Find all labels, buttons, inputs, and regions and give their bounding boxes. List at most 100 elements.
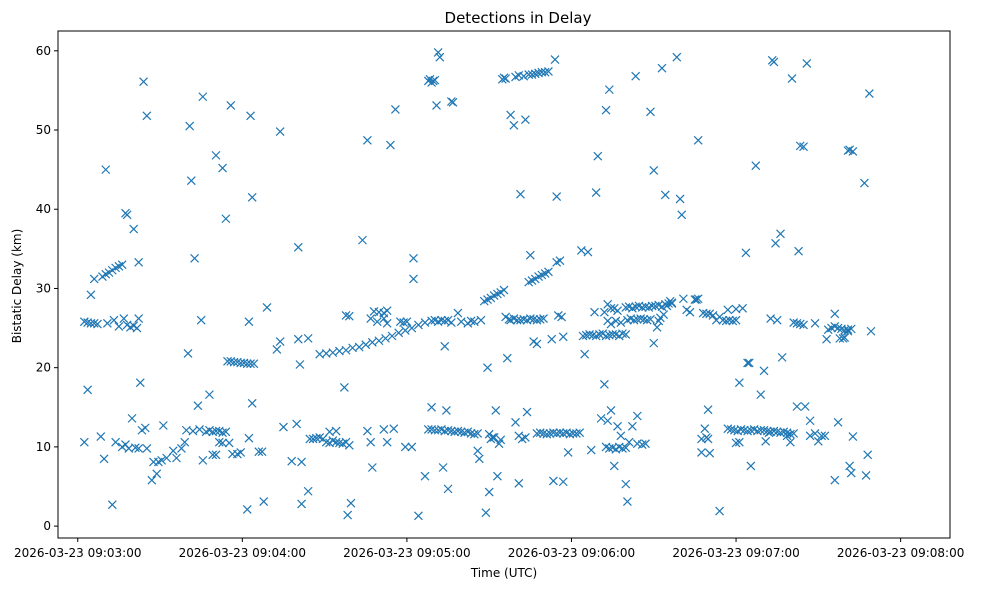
data-point [453, 308, 463, 318]
data-point [751, 161, 761, 171]
data-point [631, 71, 641, 81]
data-point [578, 331, 588, 341]
data-point [331, 437, 341, 447]
data-point [142, 444, 152, 453]
data-point [446, 426, 456, 436]
data-point [139, 77, 149, 87]
data-point [469, 317, 479, 327]
data-point [506, 110, 516, 120]
data-point [845, 461, 855, 471]
data-point [516, 189, 525, 199]
data-point [583, 247, 593, 257]
data-point [157, 455, 167, 465]
data-point [756, 390, 766, 400]
data-point [293, 242, 303, 252]
plot-area [79, 47, 876, 521]
data-point [616, 431, 626, 441]
data-point [430, 75, 440, 85]
data-point [759, 366, 769, 376]
data-point [769, 57, 779, 67]
data-point [409, 253, 418, 263]
data-point [195, 425, 204, 434]
data-point [590, 307, 599, 317]
data-point [367, 463, 377, 472]
data-point [646, 314, 655, 324]
data-point [769, 426, 779, 436]
data-point [525, 250, 535, 260]
plot-frame [57, 30, 951, 539]
data-point [279, 422, 288, 432]
data-point [341, 310, 351, 320]
x-axis: 2026-03-23 09:03:00 2026-03-23 09:04:00 20… [14, 538, 964, 560]
data-point [697, 434, 706, 444]
data-point [221, 214, 231, 224]
data-point [140, 423, 150, 433]
data-point [776, 428, 785, 438]
data-point [738, 303, 748, 313]
data-point [662, 301, 672, 311]
data-point [443, 425, 453, 435]
data-point [866, 326, 876, 336]
data-point [657, 63, 667, 73]
data-point [649, 338, 659, 348]
data-point [794, 246, 804, 256]
data-point [492, 471, 502, 481]
data-point [446, 97, 456, 106]
data-point [580, 349, 590, 359]
data-point [830, 309, 840, 319]
data-point [344, 440, 354, 450]
data-point [703, 434, 713, 444]
data-point [810, 318, 820, 328]
data-point [107, 500, 117, 510]
data-point [520, 432, 530, 442]
data-point [437, 315, 446, 325]
data-point [555, 256, 565, 266]
data-point [158, 421, 168, 430]
data-point [262, 303, 272, 312]
data-point [606, 303, 616, 313]
data-point [621, 479, 631, 489]
data-point [218, 428, 227, 438]
data-point [292, 419, 302, 429]
data-point [432, 101, 441, 110]
data-point [799, 142, 808, 152]
data-point [641, 439, 650, 449]
data-point [703, 405, 713, 415]
y-tick-label: 30 [36, 281, 51, 295]
data-point [135, 378, 145, 388]
data-point [810, 429, 820, 438]
data-point [802, 59, 812, 68]
data-point [303, 333, 313, 343]
data-point [236, 448, 246, 457]
data-point [542, 429, 552, 439]
data-point [692, 295, 701, 304]
data-point [399, 318, 409, 327]
data-point [402, 317, 412, 327]
data-point [776, 229, 785, 239]
data-point [690, 295, 700, 304]
data-point [846, 468, 856, 478]
data-point [805, 431, 815, 441]
data-point [122, 210, 132, 220]
data-point [721, 316, 731, 326]
data-point [519, 71, 529, 81]
data-point [168, 446, 178, 456]
y-axis-label: Bistatic Delay (km) [10, 229, 24, 344]
data-point [660, 190, 670, 200]
data-point [440, 341, 450, 351]
data-point [129, 224, 139, 234]
data-point [576, 246, 586, 255]
data-point [366, 314, 376, 323]
data-point [539, 429, 548, 438]
data-point [428, 76, 438, 86]
data-point [446, 318, 456, 327]
data-point [511, 417, 520, 427]
data-point [132, 323, 142, 333]
data-point [346, 498, 356, 508]
data-point [595, 329, 604, 339]
data-point [627, 421, 637, 431]
data-point [581, 330, 591, 340]
data-point [379, 314, 389, 323]
data-point [545, 429, 555, 438]
